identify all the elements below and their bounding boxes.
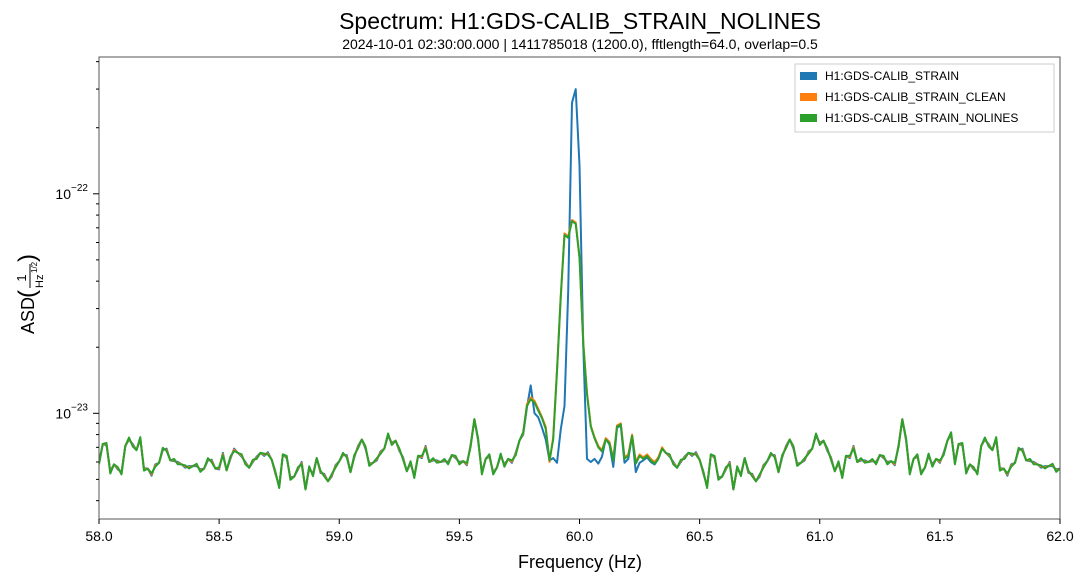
x-tick-label: 61.5 <box>926 528 953 544</box>
y-axis-label-prefix: ASD <box>18 297 38 334</box>
series-line-1 <box>99 88 1060 491</box>
x-tick-label: 60.5 <box>686 528 713 544</box>
y-tick-label: 10 <box>55 186 71 202</box>
legend-swatch <box>800 114 817 122</box>
legend: H1:GDS-CALIB_STRAIN H1:GDS-CALIB_STRAIN_C… <box>794 63 1055 133</box>
legend-box <box>794 63 1055 133</box>
y-tick-label-exponent: −23 <box>71 402 88 413</box>
legend-swatch <box>800 93 817 101</box>
series-line-3 <box>99 220 1060 491</box>
x-tick-label: 61.0 <box>806 528 833 544</box>
y-axis-label-numerator: 1 <box>14 274 29 281</box>
x-tick-label: 59.0 <box>326 528 353 544</box>
legend-label: H1:GDS-CALIB_STRAIN_NOLINES <box>825 111 1018 125</box>
y-axis-label: ASD ( 1 Hz 1/2 ) <box>14 254 46 334</box>
y-tick-label-exponent: −22 <box>71 183 88 194</box>
x-tick-label: 60.0 <box>566 528 593 544</box>
x-tick-label: 58.0 <box>85 528 112 544</box>
y-axis-label-denominator: Hz <box>34 275 46 288</box>
legend-label: H1:GDS-CALIB_STRAIN_CLEAN <box>825 90 1006 104</box>
chart-subtitle: 2024-10-01 02:30:00.000 | 1411785018 (12… <box>342 36 818 52</box>
y-axis-label-paren-left: ( <box>14 290 41 298</box>
chart-title: Spectrum: H1:GDS-CALIB_STRAIN_NOLINES <box>339 8 821 34</box>
x-tick-label: 62.0 <box>1046 528 1073 544</box>
legend-swatch <box>800 72 817 80</box>
y-tick-label: 10 <box>55 405 71 421</box>
x-tick-label: 58.5 <box>206 528 233 544</box>
y-axis-label-paren-right: ) <box>14 254 41 262</box>
y-axis-label-exponent: 1/2 <box>30 261 39 273</box>
x-axis-label: Frequency (Hz) <box>518 552 642 572</box>
legend-label: H1:GDS-CALIB_STRAIN <box>825 69 959 83</box>
series-layer <box>99 88 1060 491</box>
x-tick-label: 59.5 <box>446 528 473 544</box>
x-axis: 58.0 58.5 59.0 59.5 60.0 60.5 61.0 61.5 62.0 <box>85 519 1074 544</box>
